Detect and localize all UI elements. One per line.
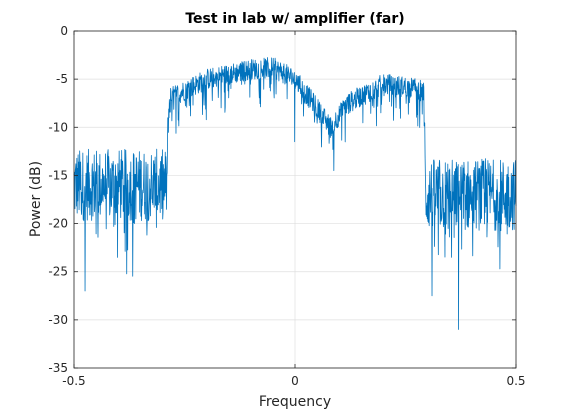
x-axis-label: Frequency [259, 394, 331, 410]
chart-title: Test in lab w/ amplifier (far) [185, 11, 404, 27]
series-power [73, 57, 517, 330]
y-tick-label: -30 [48, 313, 68, 327]
x-tick-label: 0 [291, 374, 299, 388]
y-tick-label: -35 [48, 361, 68, 375]
ticks: 0 -5 -10 -15 -20 -25 -30 -35-0.5 0 0.5 [48, 24, 525, 388]
y-tick-label: -5 [56, 72, 68, 86]
x-tick-label: 0.5 [506, 374, 525, 388]
y-axis-label: Power (dB) [28, 161, 44, 237]
series-line-power [73, 57, 517, 330]
x-tick-label: -0.5 [62, 374, 85, 388]
y-tick-label: 0 [60, 24, 68, 38]
y-tick-label: -10 [48, 120, 68, 134]
y-tick-label: -20 [48, 217, 68, 231]
y-tick-label: -25 [48, 265, 68, 279]
y-tick-label: -15 [48, 168, 68, 182]
